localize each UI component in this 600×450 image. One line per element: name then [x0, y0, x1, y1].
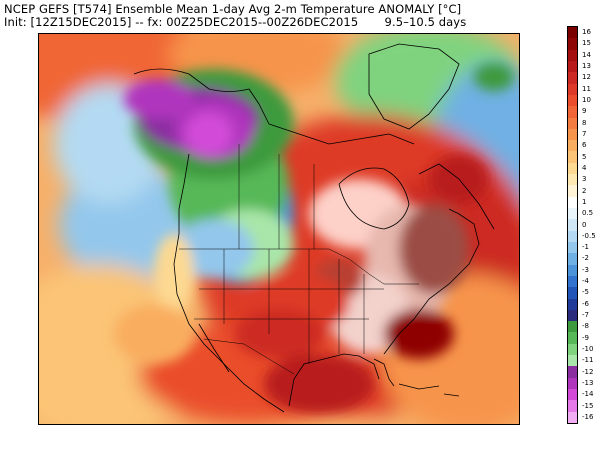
colorbar-tick-label: 14 — [582, 50, 591, 59]
colorbar-tick-label: -8 — [582, 322, 589, 331]
colorbar-tick-label: 0 — [582, 220, 587, 229]
colorbar-tick-label: 9 — [582, 107, 587, 116]
colorbar-cell — [568, 366, 577, 379]
colorbar-tick-label: 0.5 — [582, 209, 594, 218]
colorbar-tick-label: 7 — [582, 129, 587, 138]
colorbar-cell — [568, 332, 577, 345]
colorbar-tick-label: 1 — [582, 197, 587, 206]
map-svg — [39, 34, 519, 424]
colorbar-tick-label: 13 — [582, 62, 591, 71]
colorbar-cell — [568, 343, 577, 356]
chart-title-line1: NCEP GEFS [T574] Ensemble Mean 1-day Avg… — [4, 2, 462, 16]
colorbar-cell — [568, 241, 577, 254]
colorbar-tick-label: 5 — [582, 152, 587, 161]
coast-labrador — [418, 163, 495, 230]
coast-caribbean — [398, 383, 460, 397]
colorbar-tick-label: -5 — [582, 288, 589, 297]
colorbar-cell — [568, 185, 577, 198]
province-lines — [238, 144, 315, 249]
colorbar-tick-label: -1 — [582, 243, 589, 252]
coast-arctic — [268, 123, 415, 145]
political-borders — [179, 144, 419, 375]
colorbar-cell — [568, 106, 577, 118]
colorbar-tick-label: -13 — [582, 378, 594, 387]
coast-florida — [373, 358, 395, 387]
colorbar-tick-label: -16 — [582, 412, 594, 421]
colorbar-tick-label: 8 — [582, 118, 587, 127]
colorbar-tick-label: -6 — [582, 299, 589, 308]
colorbar-cell — [568, 230, 577, 243]
colorbar-cell — [568, 321, 577, 333]
colorbar-cell — [568, 253, 577, 266]
colorbar-tick-label: 3 — [582, 175, 587, 184]
coastlines — [133, 43, 495, 413]
colorbar-tick-label: -15 — [582, 401, 594, 410]
colorbar-tick-label: -7 — [582, 311, 589, 319]
colorbar-cell — [568, 196, 577, 209]
colorbar-tick-label: -0.5 — [582, 231, 596, 240]
coast-greenland — [368, 43, 460, 130]
colorbar-cell — [568, 38, 577, 51]
colorbar-cell — [568, 264, 577, 277]
colorbar-cell — [568, 287, 577, 300]
colorbar — [567, 26, 578, 424]
colorbar-tick-label: 16 — [582, 28, 591, 37]
colorbar-cell — [568, 309, 577, 322]
colorbar-cell — [568, 208, 577, 220]
colorbar-cell — [568, 94, 577, 107]
colorbar-cell — [568, 355, 577, 367]
colorbar-tick-label: 6 — [582, 141, 587, 150]
coast-gulf — [288, 353, 380, 407]
colorbar-cell — [568, 377, 577, 390]
colorbar-tick-label: 15 — [582, 39, 591, 48]
temperature-anomaly-map — [38, 33, 520, 425]
colorbar-tick-label: 12 — [582, 73, 591, 82]
coast-baja — [198, 323, 230, 373]
colorbar-tick-label: 2 — [582, 186, 587, 195]
colorbar-cell — [568, 162, 577, 175]
coast-alaska — [133, 68, 270, 125]
colorbar-cell — [568, 219, 577, 232]
colorbar-tick-label: -10 — [582, 344, 594, 353]
border-canada-us — [179, 248, 419, 285]
colorbar-cell — [568, 174, 577, 186]
state-lines-1 — [194, 249, 384, 364]
colorbar-cell — [568, 117, 577, 130]
chart-title-line2: Init: [12Z15DEC2015] -- fx: 00Z25DEC2015… — [4, 15, 467, 29]
colorbar-tick-label: -2 — [582, 254, 589, 263]
colorbar-tick-label: -14 — [582, 390, 594, 399]
colorbar-tick-label: -9 — [582, 333, 589, 342]
colorbar-tick-label: 4 — [582, 163, 587, 172]
colorbar-cell — [568, 298, 577, 311]
colorbar-tick-label: -12 — [582, 367, 594, 376]
colorbar-cell — [568, 27, 577, 39]
colorbar-cell — [568, 60, 577, 73]
colorbar-cell — [568, 140, 577, 152]
colorbar-cell — [568, 72, 577, 85]
colorbar-cell — [568, 389, 577, 401]
coast-east — [383, 208, 480, 355]
colorbar-cell — [568, 275, 577, 288]
colorbar-cell — [568, 411, 577, 424]
colorbar-tick-label: 11 — [582, 84, 591, 93]
coast-hudson — [338, 167, 410, 230]
colorbar-cell — [568, 400, 577, 413]
colorbar-cell — [568, 128, 577, 141]
colorbar-cell — [568, 83, 577, 96]
coast-west — [173, 153, 285, 413]
colorbar-tick-label: 10 — [582, 96, 591, 105]
colorbar-cell — [568, 49, 577, 62]
colorbar-tick-label: -3 — [582, 265, 589, 274]
colorbar-tick-label: -11 — [582, 356, 594, 365]
colorbar-cell — [568, 151, 577, 164]
colorbar-tick-label: -4 — [582, 277, 589, 286]
border-us-mexico — [203, 338, 295, 375]
